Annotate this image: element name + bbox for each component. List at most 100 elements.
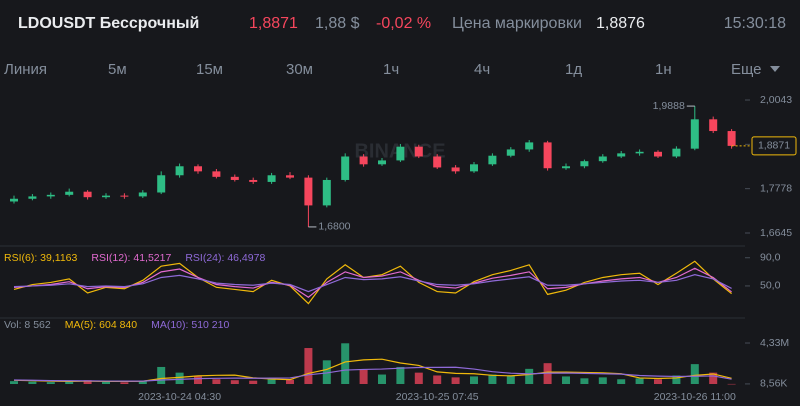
candle-body: [138, 192, 147, 197]
candle-body: [451, 167, 460, 172]
x-tick-label: 2023-10-25 07:45: [396, 391, 479, 403]
timeframe-tab[interactable]: 15м: [196, 61, 223, 78]
timeframe-tab[interactable]: 5м: [108, 61, 127, 78]
timeframe-tab[interactable]: Линия: [4, 61, 47, 78]
volume-bar: [175, 372, 184, 384]
volume-bar: [322, 360, 331, 384]
volume-bar: [396, 366, 405, 384]
candle-body: [65, 191, 74, 195]
volume-bar: [654, 379, 662, 384]
volume-bar: [304, 348, 313, 384]
candle-body: [10, 198, 18, 202]
candle-body: [267, 175, 276, 182]
volume-bar: [470, 376, 478, 384]
timeframe-tab[interactable]: Еще: [731, 61, 762, 78]
symbol[interactable]: LDOUSDT Бессрочный: [18, 15, 199, 32]
candle-body: [672, 148, 681, 157]
candle-body: [322, 179, 331, 206]
candle-body: [83, 191, 92, 198]
candle-body: [506, 149, 515, 156]
candle-body: [709, 119, 718, 132]
volume-bar: [286, 379, 294, 384]
candle-body: [470, 164, 478, 172]
candle-body: [598, 156, 607, 162]
x-tick-label: 2023-10-24 04:30: [138, 391, 221, 403]
volume-bar: [414, 372, 423, 384]
candle-body: [194, 166, 202, 172]
volume-bar: [267, 378, 276, 384]
volume-bar: [157, 366, 166, 384]
legend-entry: RSI(24): 46,4978: [185, 252, 265, 264]
candle-body: [727, 131, 736, 146]
candle-body: [102, 195, 110, 198]
candle-body: [635, 151, 644, 154]
volume-bar: [672, 375, 681, 384]
mark-price: 1,8876: [596, 15, 645, 32]
candle-body: [359, 156, 368, 165]
candle-body: [580, 161, 589, 167]
timeframe-tab[interactable]: 1н: [655, 61, 672, 78]
volume-bar: [28, 381, 37, 384]
volume-bar: [617, 379, 626, 384]
candle-body: [120, 195, 129, 197]
candle-body: [341, 156, 350, 180]
candle-body: [562, 166, 570, 169]
usd-price: 1,88 $: [315, 15, 360, 32]
candle-body: [690, 119, 699, 149]
volume-bar: [46, 382, 55, 384]
volume-bar: [525, 368, 534, 384]
candle-body: [28, 196, 37, 199]
candle-body: [286, 175, 294, 178]
volume-bar: [690, 364, 699, 384]
volume-bar: [83, 380, 92, 384]
x-tick-label: 2023-10-26 11:00: [654, 391, 736, 403]
y-tick-label: 8,56K: [760, 378, 787, 390]
volume-bar: [506, 375, 515, 384]
volume-bar: [120, 382, 129, 384]
timeframe-tab[interactable]: 4ч: [474, 61, 490, 78]
volume-bar: [488, 374, 497, 384]
extreme-label: 1,6800: [318, 221, 350, 233]
timeframe-tab[interactable]: 1ч: [383, 61, 399, 78]
volume-bar: [65, 380, 74, 384]
volume-bar: [230, 380, 239, 384]
last-price: 1,8871: [249, 15, 298, 32]
volume-bar: [194, 376, 202, 384]
rsi-line: [13, 274, 732, 293]
candle-body: [230, 176, 239, 180]
candle-body: [378, 160, 386, 165]
more-arrow[interactable]: [770, 66, 780, 72]
volume-bar: [562, 376, 570, 384]
volume-bar: [378, 374, 386, 384]
timeframe-tab[interactable]: 1д: [565, 61, 582, 78]
legend-entry: RSI(6): 39,1163: [4, 252, 78, 264]
volume-bar: [249, 380, 258, 384]
volume-bar: [138, 381, 147, 384]
y-tick-label: 4,33M: [760, 337, 789, 349]
legend-entry: MA(5): 604 840: [65, 319, 138, 331]
volume-bar: [451, 377, 460, 384]
volume-bar: [580, 378, 589, 384]
candle-body: [617, 153, 626, 157]
candle-body: [525, 142, 534, 150]
legend-entry: RSI(12): 41,5217: [91, 252, 171, 264]
last-price-box: [751, 136, 797, 156]
candle-body: [654, 151, 662, 157]
volume-bar: [598, 377, 607, 384]
candle-body: [157, 175, 166, 193]
candle-body: [414, 146, 423, 157]
y-tick-label: 1,6645: [760, 227, 792, 239]
volume-bar: [359, 369, 368, 384]
volume-bar: [212, 379, 221, 384]
y-tick-label: 90,0: [760, 252, 781, 264]
volume-bar: [727, 383, 736, 385]
y-tick-label: 1,7778: [760, 182, 792, 194]
change: -0,02 %: [376, 15, 431, 32]
timeframe-tab[interactable]: 30м: [286, 61, 313, 78]
candle-body: [175, 166, 184, 176]
clock: 15:30:18: [724, 15, 786, 32]
candle-body: [433, 156, 442, 168]
